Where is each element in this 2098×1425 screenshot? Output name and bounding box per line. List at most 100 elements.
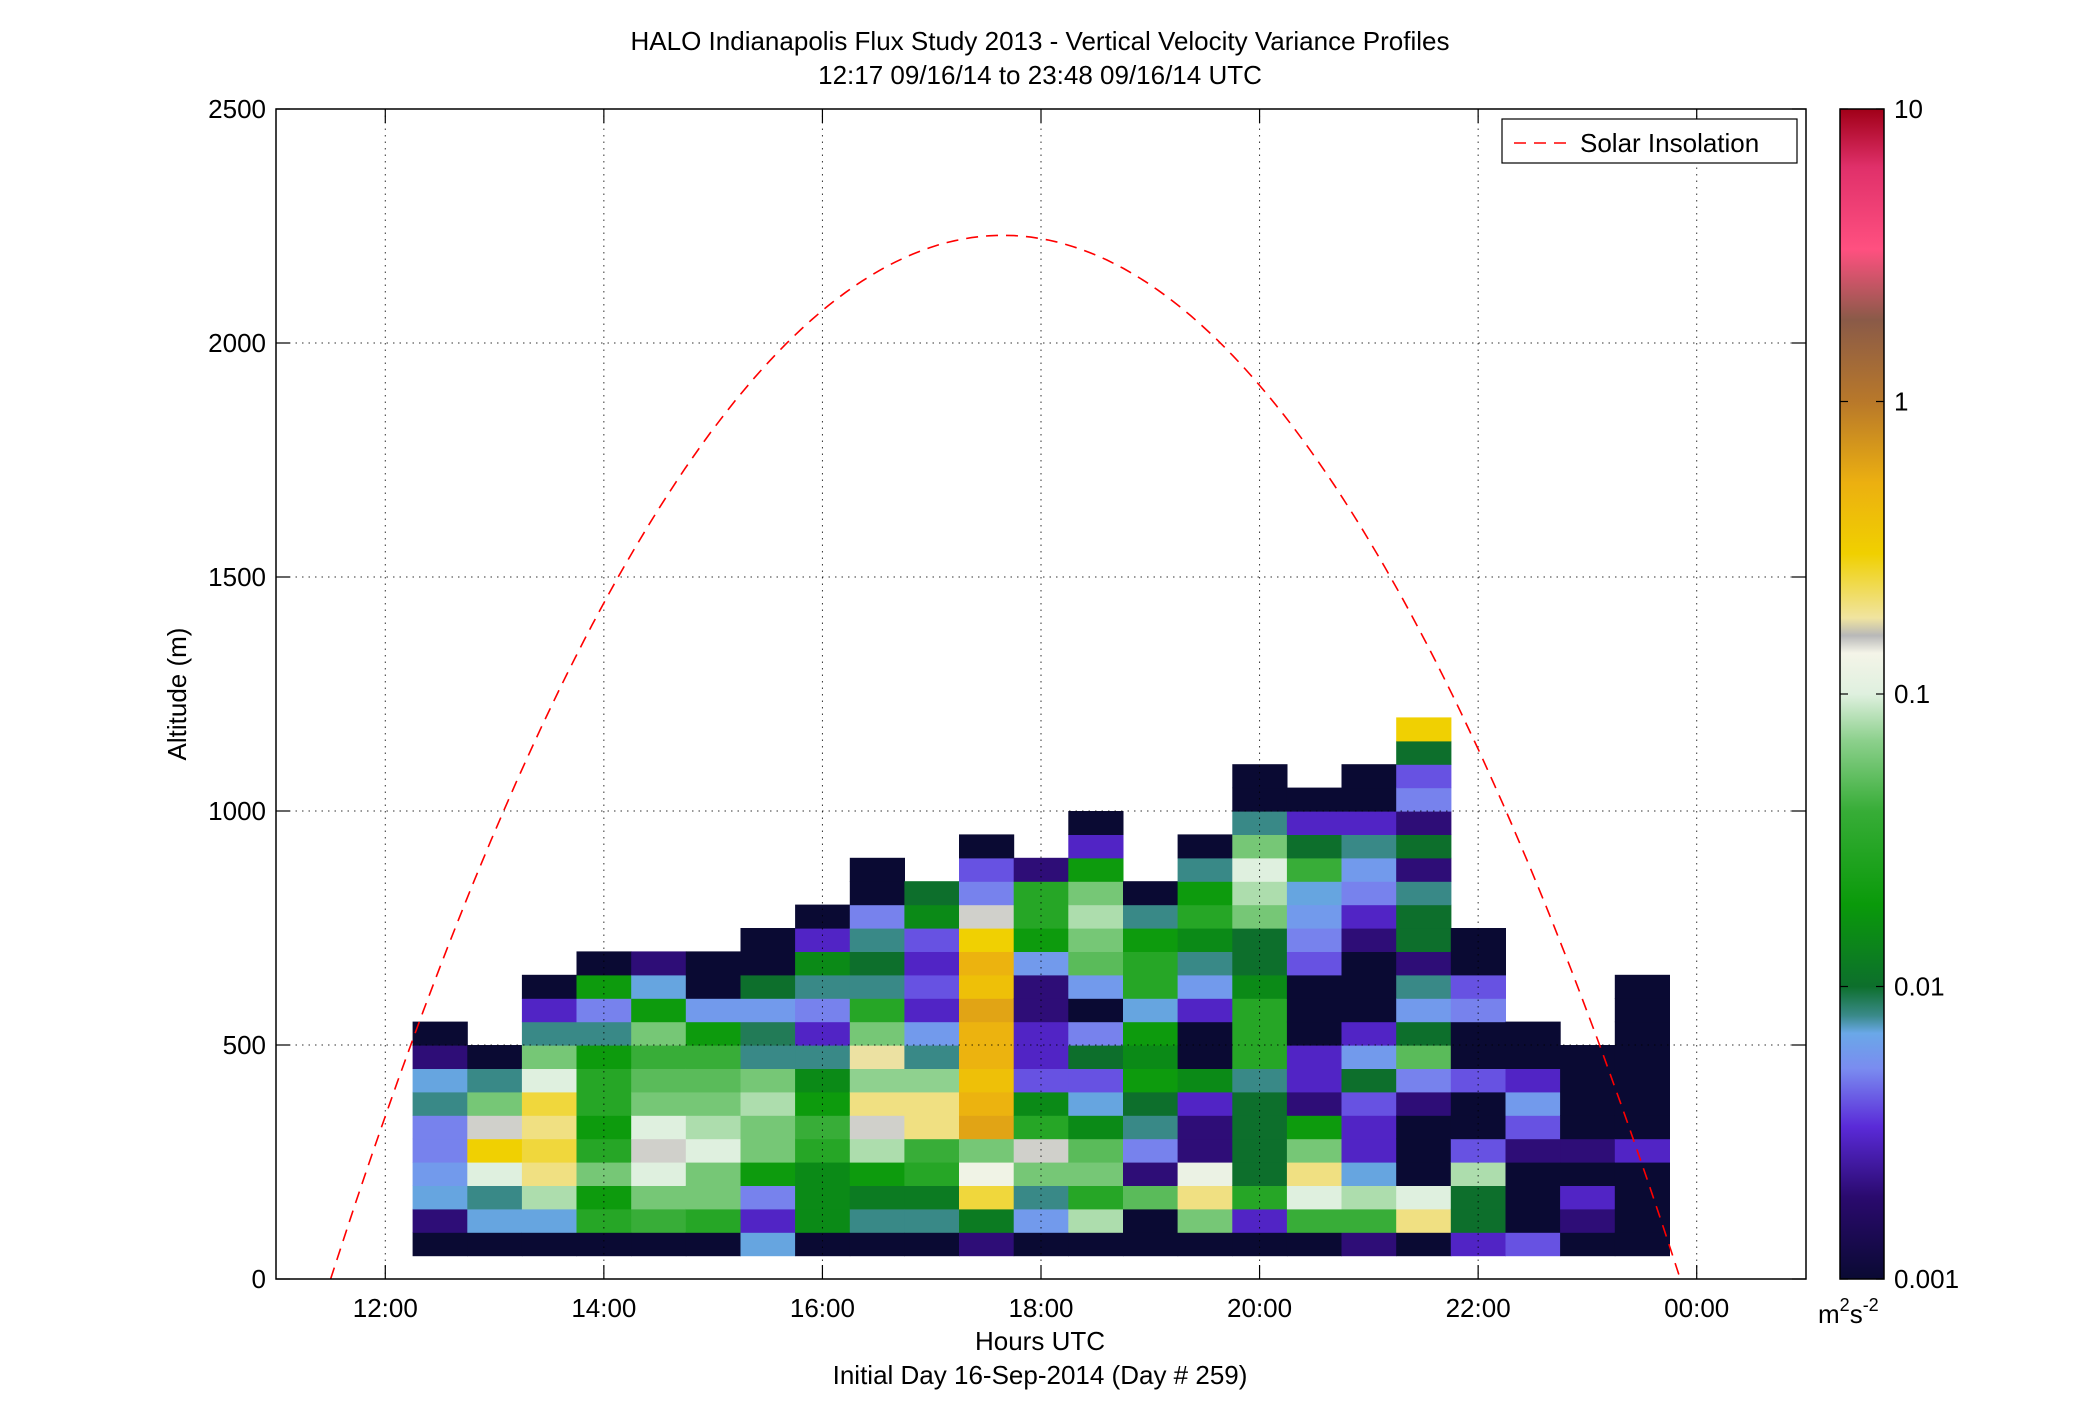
heatmap-cell [467,1232,523,1257]
heatmap-cell [1286,1045,1343,1069]
heatmap-cell [1068,1021,1124,1046]
heatmap-cell [1341,857,1397,882]
heatmap-cell [1177,998,1233,1023]
heatmap-cell [740,1232,796,1257]
heatmap-cell [1286,1091,1343,1116]
heatmap-cell [1177,1068,1233,1093]
heatmap-cell [740,998,796,1023]
heatmap-cell [685,951,741,976]
heatmap-cell [1341,974,1397,999]
heatmap-cell [1560,1068,1616,1093]
heatmap-cell [740,1115,796,1140]
heatmap-cell [521,1115,578,1140]
heatmap-cell [1341,1045,1397,1069]
heatmap-cell [1560,1138,1616,1163]
heatmap-cell [795,1115,851,1140]
y-tick-label: 2000 [208,328,266,358]
heatmap-cell [1396,1115,1452,1140]
heatmap-cell [1286,787,1343,812]
heatmap-cell [904,1185,960,1210]
heatmap-cell [1068,1068,1124,1093]
colorbar-tick-label: 10 [1894,94,1923,124]
heatmap-cell [521,1068,578,1093]
heatmap-cell [1396,928,1452,952]
heatmap-cell [1614,1115,1670,1140]
heatmap-cell [1068,1162,1124,1186]
heatmap-cell [1232,787,1288,812]
heatmap-cell [740,1185,796,1210]
heatmap-cell [1614,1162,1670,1186]
heatmap-cell [467,1185,523,1210]
heatmap-cell [631,1068,687,1093]
heatmap-cell [904,1068,960,1093]
heatmap-cell [1450,1232,1506,1257]
heatmap-cell [1068,1185,1124,1210]
heatmap-cell [685,1185,741,1210]
heatmap-cell [1396,1021,1452,1046]
heatmap-cell [904,904,960,929]
heatmap-cell [1068,1208,1124,1233]
heatmap-cell [576,1021,632,1046]
heatmap-cell [685,1021,741,1046]
heatmap-cell [1560,1232,1616,1257]
heatmap-cell [740,1068,796,1093]
heatmap-cell [959,951,1015,976]
heatmap-cell [1123,904,1179,929]
heatmap-cell [1123,998,1179,1023]
heatmap-cell [849,1021,905,1046]
heatmap-cell [959,881,1015,906]
heatmap-cell [849,1045,905,1069]
heatmap-cell [1286,1185,1343,1210]
heatmap-cell [1614,1208,1670,1233]
colorbar-ticks: 0.001 0.01 0.1 1 10 [1840,94,1959,1294]
heatmap-cell [1068,904,1124,929]
heatmap-cell [1341,998,1397,1023]
heatmap-cell [1232,1021,1288,1046]
y-tick-label: 500 [223,1030,266,1060]
heatmap-cell [631,1162,687,1186]
heatmap-cell [521,1208,578,1233]
heatmap-cell [795,998,851,1023]
heatmap-cell [1068,998,1124,1023]
heatmap-cell [1396,857,1452,882]
heatmap-cell [1286,904,1343,929]
heatmap-cell [959,834,1015,859]
y-tick-label: 2500 [208,94,266,124]
heatmap-cell [1505,1115,1561,1140]
heatmap-cell [1505,1045,1561,1069]
colorbar-unit-exp1: 2 [1840,1295,1850,1315]
heatmap-cell [1286,1021,1343,1046]
heatmap-cell [412,1045,468,1069]
heatmap-cell [904,1021,960,1046]
heatmap-cell [1068,1115,1124,1140]
heatmap-cell [1396,1138,1452,1163]
heatmap-cell [685,974,741,999]
heatmap-cell [1341,1068,1397,1093]
heatmap-cell [631,1045,687,1069]
heatmap-cell [959,1045,1015,1069]
heatmap-cell [904,928,960,952]
heatmap-cell [1396,740,1452,765]
heatmap-cell [1341,1091,1397,1116]
heatmap-cell [959,1208,1015,1233]
heatmap-cell [904,951,960,976]
heatmap-cell [849,1091,905,1116]
heatmap-cell [412,1162,468,1186]
colorbar-unit-exp2: -2 [1863,1295,1879,1315]
heatmap-cell [1068,1091,1124,1116]
heatmap-cell [849,951,905,976]
heatmap-cell [1013,1232,1069,1257]
heatmap-cell [412,1021,468,1046]
heatmap-cell [959,1068,1015,1093]
heatmap-cell [1232,1232,1288,1257]
heatmap-cell [1396,1091,1452,1116]
heatmap-cell [1068,1138,1124,1163]
heatmap-cell [1286,1208,1343,1233]
heatmap-cell [521,1162,578,1186]
heatmap-cell [1286,1068,1343,1093]
heatmap-cell [1123,1045,1179,1069]
heatmap-cell [1013,1115,1069,1140]
heatmap-cell [467,1068,523,1093]
heatmap-cell [1341,787,1397,812]
